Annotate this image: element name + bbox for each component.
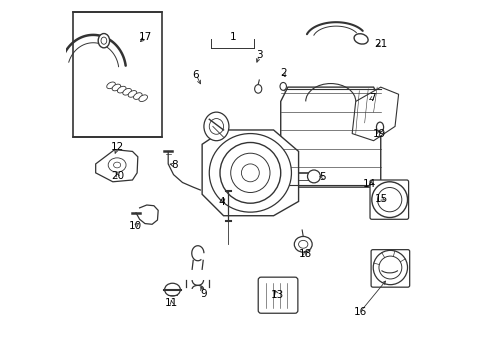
Ellipse shape [294,237,312,252]
Ellipse shape [377,188,402,212]
FancyBboxPatch shape [370,180,409,219]
Polygon shape [281,87,381,187]
Text: 18: 18 [298,249,312,259]
Ellipse shape [376,122,384,132]
Ellipse shape [308,170,320,183]
Text: 6: 6 [193,69,199,80]
Text: 15: 15 [375,194,388,203]
Ellipse shape [373,250,408,285]
Ellipse shape [118,86,126,93]
Ellipse shape [242,164,259,182]
Polygon shape [202,130,298,216]
Ellipse shape [123,89,131,95]
Ellipse shape [98,33,110,48]
Text: 17: 17 [138,32,151,42]
Text: 14: 14 [363,179,376,189]
Text: 11: 11 [165,298,178,308]
Text: 21: 21 [374,39,388,49]
Ellipse shape [108,158,126,172]
Text: 1: 1 [230,32,237,42]
Ellipse shape [298,240,308,248]
Text: 13: 13 [270,290,284,300]
Ellipse shape [204,112,229,141]
Text: 10: 10 [129,221,142,231]
FancyBboxPatch shape [258,277,298,313]
Ellipse shape [231,153,270,193]
Text: 12: 12 [111,142,124,152]
Ellipse shape [139,95,147,102]
Text: 5: 5 [319,172,326,182]
Ellipse shape [220,143,281,203]
Text: 4: 4 [219,197,225,207]
Text: 9: 9 [200,289,207,298]
Ellipse shape [101,37,107,44]
Bar [73,12,162,137]
Polygon shape [96,150,138,182]
Ellipse shape [372,182,408,217]
Ellipse shape [379,256,402,279]
Text: 2: 2 [280,68,287,78]
Text: 19: 19 [372,129,386,139]
Ellipse shape [114,162,121,168]
Ellipse shape [133,93,142,99]
Ellipse shape [209,134,292,212]
Ellipse shape [255,85,262,93]
Polygon shape [352,87,398,141]
Text: 8: 8 [171,160,177,170]
FancyBboxPatch shape [371,249,410,287]
Text: 16: 16 [353,307,367,317]
Ellipse shape [209,118,223,134]
Ellipse shape [280,82,287,90]
Ellipse shape [128,91,137,97]
Text: 7: 7 [369,93,376,103]
Ellipse shape [112,84,121,91]
Ellipse shape [354,34,368,44]
Text: 3: 3 [256,50,263,60]
Ellipse shape [107,82,115,89]
Text: 20: 20 [111,171,124,181]
Ellipse shape [165,283,180,296]
